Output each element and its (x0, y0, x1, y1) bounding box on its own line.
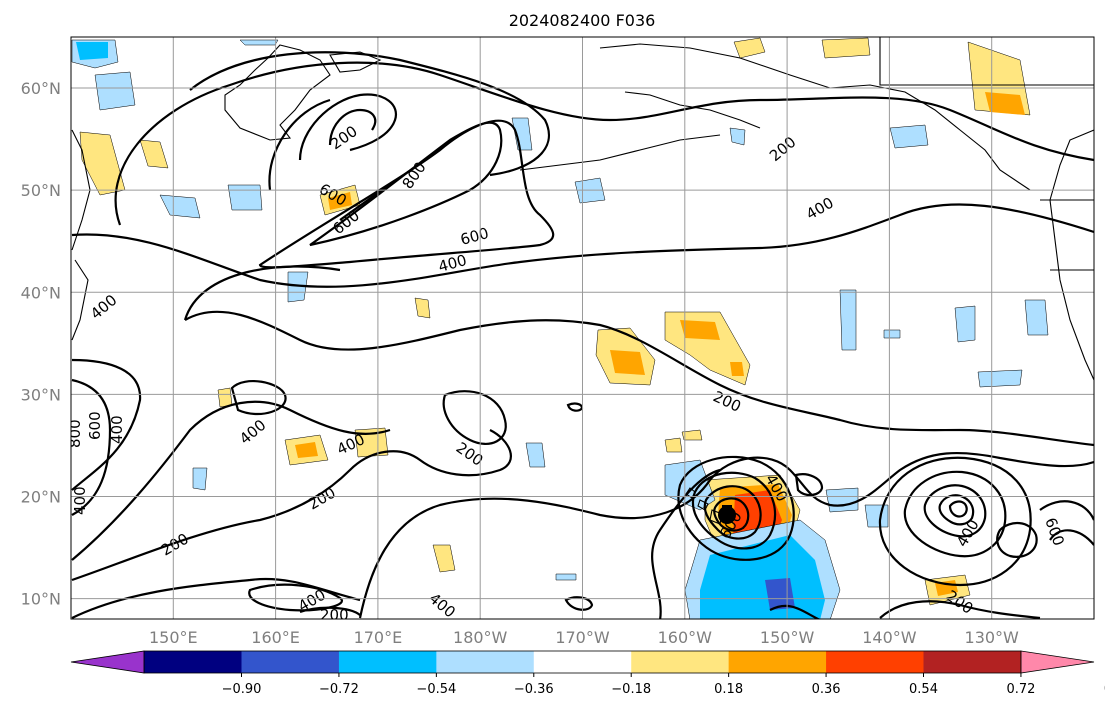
lat-label: 30°N (21, 385, 61, 404)
colorbar-tick-label: 0.36 (812, 682, 841, 697)
colorbar-swatch (338, 651, 437, 673)
colorbar-tick-label: 0.90 (1104, 682, 1105, 697)
lon-label: 150°E (149, 628, 198, 647)
colorbar-tick-label: 0.54 (909, 682, 938, 697)
colorbar-swatch (631, 651, 730, 673)
longitude-labels: 150°E 160°E 170°E 180°W 170°W 160°W 150°W 140°W… (149, 628, 1019, 647)
colorbar-swatch (923, 651, 1022, 673)
lon-label: 160°W (658, 628, 713, 647)
contour-label: 800 (66, 419, 84, 448)
contour-label: 200 (320, 606, 349, 624)
colorbar-swatch (533, 651, 632, 673)
map-title: 2024082400 F036 (509, 11, 656, 30)
colorbar-tick-label: −0.90 (222, 682, 262, 697)
contour-label: 600 (86, 411, 104, 440)
colorbar-tick-label: −0.18 (611, 682, 651, 697)
lat-label: 20°N (21, 487, 61, 506)
lon-label: 130°W (965, 628, 1020, 647)
colorbar-swatch (826, 651, 924, 673)
contour-lines (71, 51, 1094, 619)
colorbar-extend-high (1020, 650, 1095, 674)
map-frame (70, 36, 1095, 620)
colorbar: −0.90 −0.72 −0.54 −0.36 −0.18 0.18 0.36 0.54 0.7… (70, 650, 1105, 697)
contour-label: 400 (71, 486, 89, 515)
colorbar-swatch (728, 651, 827, 673)
colorbar-tick-label: −0.54 (416, 682, 456, 697)
lat-label: 40°N (21, 283, 61, 302)
gridlines (71, 37, 1094, 619)
lon-label: 170°E (354, 628, 403, 647)
contour-label: 400 (108, 415, 126, 444)
lon-label: 150°W (760, 628, 815, 647)
lat-label: 60°N (21, 79, 61, 98)
lat-label: 50°N (21, 181, 61, 200)
colorbar-extend-low (70, 650, 145, 674)
latitude-labels: 60°N 50°N 40°N 30°N 20°N 10°N (21, 79, 61, 609)
lon-label: 180°W (453, 628, 508, 647)
lat-label: 10°N (21, 590, 61, 609)
lon-label: 140°W (862, 628, 917, 647)
colorbar-tick-label: −0.36 (514, 682, 554, 697)
lon-label: 160°E (251, 628, 300, 647)
colorbar-tick-label: 0.72 (1006, 682, 1035, 697)
colorbar-swatch (144, 651, 242, 673)
colorbar-tick-label: −0.72 (319, 682, 359, 697)
storm-center-marker (718, 505, 736, 524)
colorbar-outline (143, 650, 1022, 674)
colorbar-swatch (241, 651, 340, 673)
lon-label: 170°W (555, 628, 610, 647)
colorbar-tick-label: 0.18 (714, 682, 743, 697)
colorbar-swatch (436, 651, 535, 673)
